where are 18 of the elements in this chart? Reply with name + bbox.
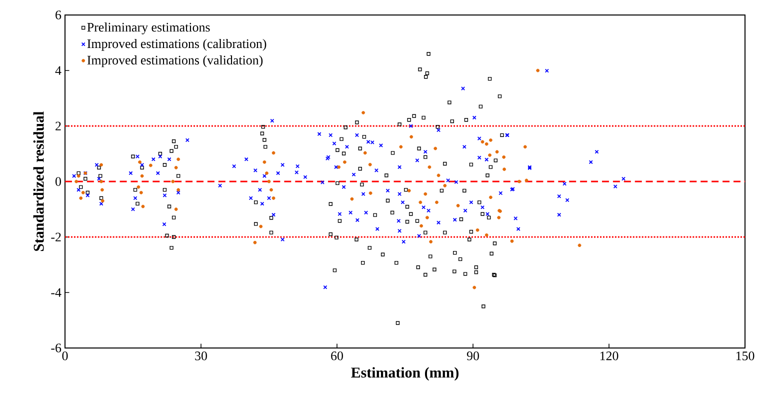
y-tick-label: 6 — [56, 10, 62, 20]
x-tick-label: 150 — [736, 352, 754, 360]
legend-label: Improved estimations (calibration) — [87, 38, 266, 51]
x-tick-label: 60 — [331, 352, 343, 360]
x-tick-label: 120 — [600, 352, 618, 360]
y-tick-label: 2 — [56, 122, 61, 130]
y-axis-title: Standardized residual — [33, 112, 44, 251]
legend-label: Preliminary estimations — [87, 22, 210, 34]
legend-label: Improved estimations (validation) — [87, 55, 263, 68]
x-tick-label: 0 — [62, 352, 68, 360]
y-tick-label: 0 — [56, 177, 61, 186]
x-axis-title: Estimation (mm) — [351, 367, 458, 381]
y-tick-label: -2 — [51, 232, 61, 242]
y-tick-label: -6 — [51, 344, 62, 352]
x-tick-label: 90 — [466, 352, 479, 360]
y-tick-label: 4 — [55, 66, 62, 75]
x-tick-label: 30 — [195, 352, 207, 360]
y-tick-label: -4 — [51, 288, 62, 297]
